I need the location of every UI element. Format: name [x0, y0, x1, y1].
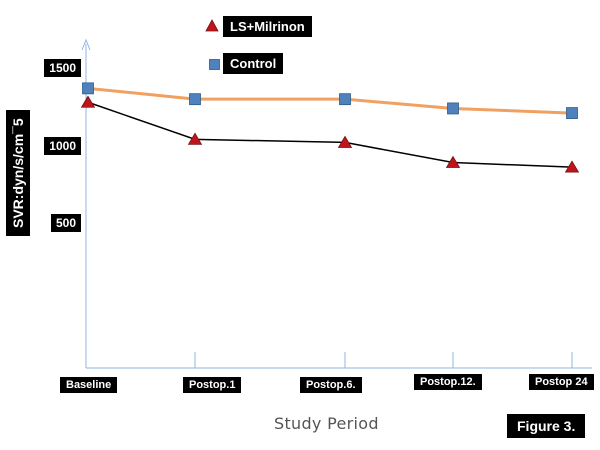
- x-tick-label-1: Postop.1: [183, 377, 242, 393]
- x-axis-label: Study Period: [274, 414, 379, 433]
- control-marker-3: [447, 102, 459, 115]
- figure-label: Figure 3.: [507, 414, 586, 438]
- y-tick-label-1500: 1500: [44, 59, 81, 78]
- series-line-1: [87, 86, 573, 115]
- x-tick-label-4: Postop 24: [529, 374, 594, 390]
- square-legend-icon: [209, 59, 220, 70]
- chart-series: [80, 82, 580, 173]
- series-line-0: [87, 101, 573, 168]
- x-tick-label-2: Postop.6.: [300, 377, 362, 393]
- y-axis-label: SVR:dyn/s/cm¯5: [6, 110, 30, 236]
- chart-axes: [81, 38, 592, 369]
- x-tick-label-3: Postop.12.: [414, 374, 482, 390]
- control-marker-1: [189, 93, 201, 106]
- ls-milrinon-marker-1: [187, 132, 203, 145]
- x-tick-label-0: Baseline: [60, 377, 118, 393]
- y-tick-label-1000: 1000: [44, 136, 81, 155]
- y-axis-arrow: [81, 38, 91, 51]
- control-marker-4: [566, 107, 578, 119]
- y-tick-label-500: 500: [50, 213, 81, 232]
- legend-label-1: Control: [223, 53, 284, 74]
- control-marker-0: [82, 82, 94, 95]
- ls-milrinon-marker-3: [445, 155, 461, 168]
- ls-milrinon-marker-0: [80, 95, 96, 108]
- triangle-legend-icon: [205, 19, 219, 32]
- control-marker-2: [339, 93, 351, 106]
- ls-milrinon-marker-4: [564, 160, 580, 173]
- legend-label-0: LS+Milrinon: [223, 16, 312, 37]
- ls-milrinon-marker-2: [337, 135, 353, 148]
